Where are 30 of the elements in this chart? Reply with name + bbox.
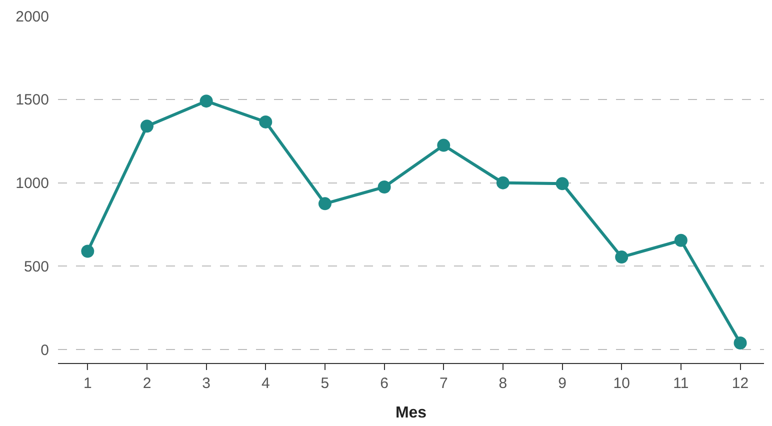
x-tick-label: 6 bbox=[380, 375, 388, 392]
x-tick-label: 11 bbox=[673, 375, 689, 392]
x-tick-label: 2 bbox=[142, 375, 152, 392]
x-tick-label: 5 bbox=[320, 375, 330, 392]
point bbox=[734, 336, 747, 350]
point bbox=[140, 120, 154, 133]
y-tick-label: 1000 bbox=[16, 175, 49, 192]
x-axis-title: Mes bbox=[395, 404, 427, 422]
point bbox=[437, 138, 450, 152]
point bbox=[81, 244, 94, 258]
y-tick-label: 0 bbox=[40, 342, 49, 359]
point bbox=[496, 176, 510, 190]
point bbox=[615, 250, 628, 264]
x-tick-label: 10 bbox=[613, 375, 630, 392]
x-tick-label: 1 bbox=[83, 375, 92, 392]
point bbox=[318, 197, 332, 210]
x-tick-label: 7 bbox=[439, 375, 448, 392]
x-tick-label: 8 bbox=[498, 375, 508, 392]
x-tick-label: 12 bbox=[732, 375, 749, 392]
point bbox=[556, 177, 569, 190]
point bbox=[259, 115, 272, 128]
x-tick-label: 4 bbox=[261, 375, 270, 392]
y-tick-label: 2000 bbox=[16, 8, 49, 26]
point bbox=[674, 234, 688, 247]
y-tick-label: 1500 bbox=[16, 92, 49, 109]
x-tick-label: 3 bbox=[202, 375, 210, 392]
x-tick-label: 9 bbox=[558, 375, 566, 392]
point bbox=[378, 180, 391, 194]
point bbox=[200, 94, 213, 108]
y-tick-label: 500 bbox=[24, 258, 49, 276]
